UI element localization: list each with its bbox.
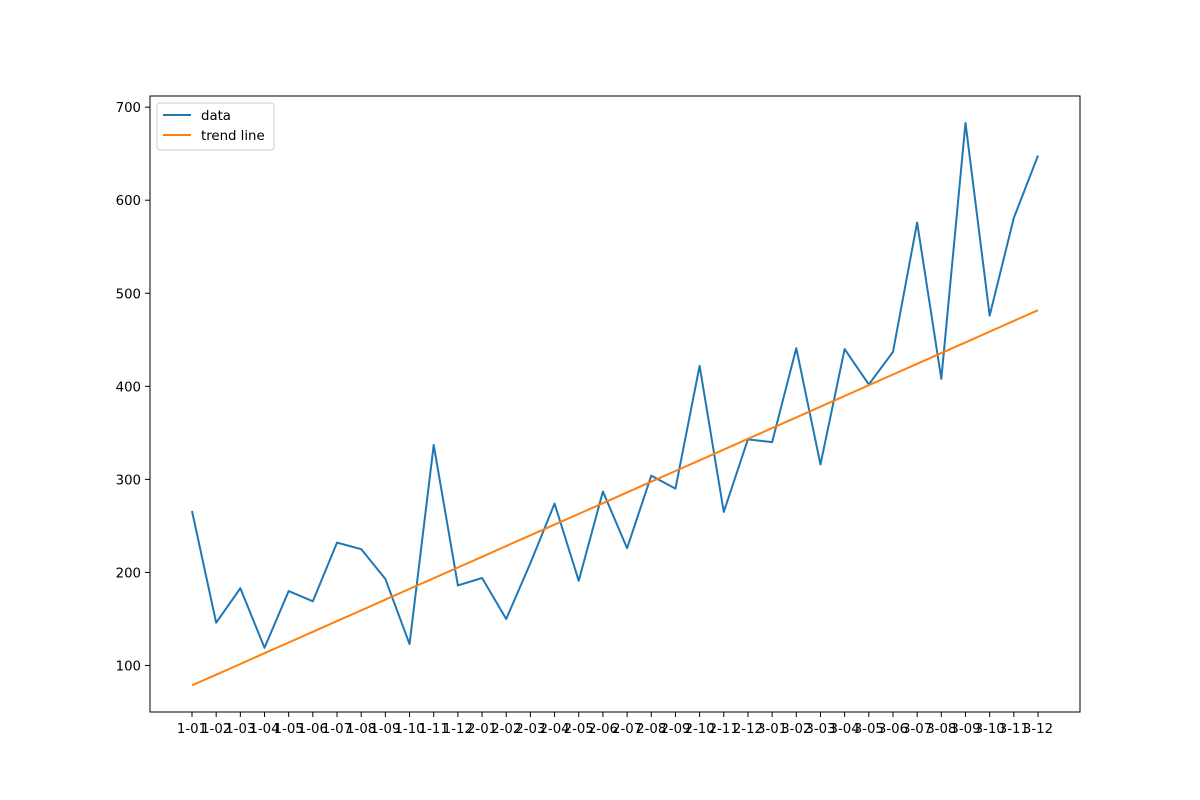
x-tick-label: 2-11 <box>709 722 739 737</box>
x-tick-label: 1-10 <box>394 722 424 737</box>
series-line-trend <box>191 309 1039 687</box>
x-tick-label: 2-07 <box>612 722 642 737</box>
x-tick-label: 2-01 <box>467 722 497 737</box>
x-tick-label: 1-04 <box>249 722 279 737</box>
x-tick-label: 3-08 <box>926 722 956 737</box>
x-tick-label: 1-02 <box>201 722 231 737</box>
legend: data trend line <box>156 102 275 151</box>
x-tick-label: 1-09 <box>370 722 400 737</box>
x-tick-label: 1-01 <box>177 722 207 737</box>
x-tick-label: 1-03 <box>225 722 255 737</box>
x-tick-label: 1-06 <box>298 722 328 737</box>
axes-layer <box>149 95 1081 713</box>
x-tick-label: 2-09 <box>660 722 690 737</box>
x-axis-ticks: 1-011-021-031-041-051-061-071-081-091-10… <box>177 712 1053 737</box>
plot-frame <box>149 95 1081 713</box>
x-tick-label: 3-07 <box>902 722 932 737</box>
series-layer <box>191 121 1039 687</box>
x-tick-label: 1-08 <box>346 722 376 737</box>
x-tick-label: 3-06 <box>878 722 908 737</box>
x-tick-label: 1-05 <box>274 722 304 737</box>
x-tick-label: 2-06 <box>588 722 618 737</box>
x-tick-label: 2-12 <box>733 722 763 737</box>
x-tick-label: 3-02 <box>781 722 811 737</box>
x-tick-label: 3-04 <box>830 722 860 737</box>
x-tick-label: 3-10 <box>975 722 1005 737</box>
x-tick-label: 1-11 <box>419 722 449 737</box>
x-tick-label: 2-05 <box>564 722 594 737</box>
y-tick-label: 400 <box>116 380 141 395</box>
y-tick-label: 600 <box>116 194 141 209</box>
y-axis-ticks: 100 200 300 400 500 600 700 <box>116 101 150 674</box>
x-tick-label: 1-07 <box>322 722 352 737</box>
legend-label-trend: trend line <box>201 129 265 144</box>
x-tick-label: 2-08 <box>636 722 666 737</box>
y-tick-label: 300 <box>116 473 141 488</box>
x-tick-label: 2-04 <box>539 722 569 737</box>
y-tick-label: 200 <box>116 566 141 581</box>
x-tick-label: 2-02 <box>491 722 521 737</box>
x-tick-label: 2-10 <box>685 722 715 737</box>
y-tick-label: 500 <box>116 287 141 302</box>
x-tick-label: 3-11 <box>999 722 1029 737</box>
legend-label-data: data <box>201 109 231 124</box>
x-tick-label: 3-12 <box>1023 722 1053 737</box>
x-tick-label: 3-03 <box>805 722 835 737</box>
x-tick-label: 3-09 <box>950 722 980 737</box>
series-line-data <box>191 121 1039 649</box>
plot-area <box>150 96 1080 712</box>
x-tick-label: 1-12 <box>443 722 473 737</box>
y-tick-label: 100 <box>116 659 141 674</box>
x-tick-label: 3-05 <box>854 722 884 737</box>
y-tick-label: 700 <box>116 101 141 116</box>
x-tick-label: 3-01 <box>757 722 787 737</box>
x-tick-label: 2-03 <box>515 722 545 737</box>
